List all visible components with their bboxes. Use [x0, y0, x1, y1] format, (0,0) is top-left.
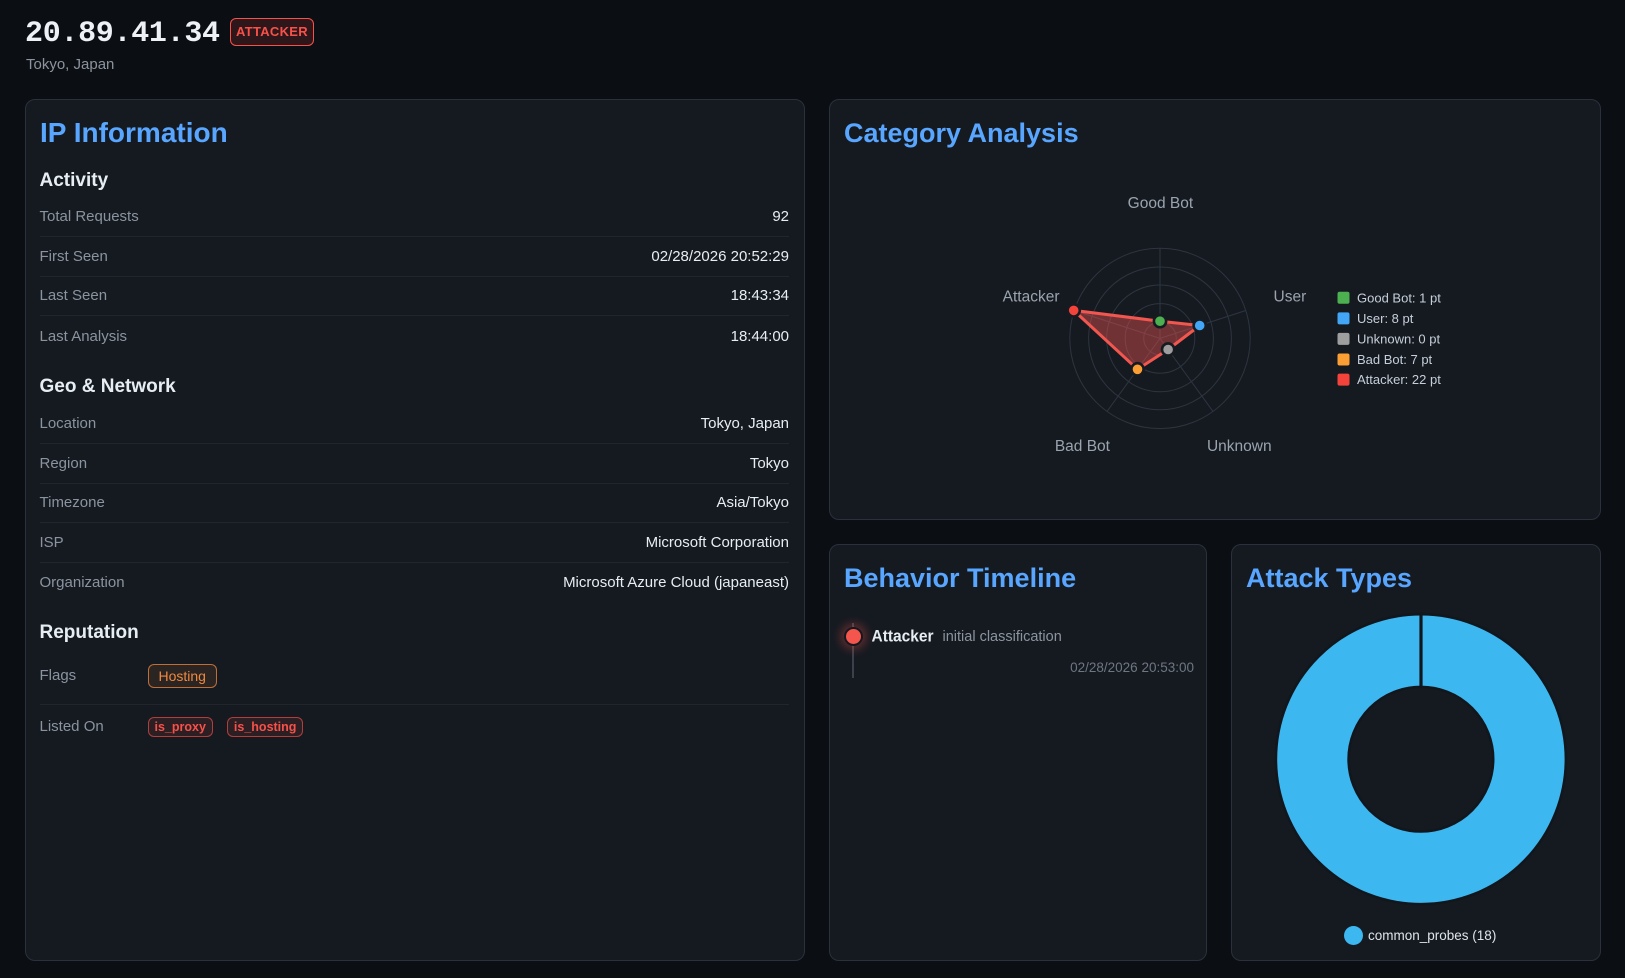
- svg-text:Good Bot: 1 pt: Good Bot: 1 pt: [1357, 290, 1441, 305]
- svg-text:Unknown: Unknown: [1207, 438, 1272, 455]
- svg-text:Bad Bot: Bad Bot: [1055, 438, 1111, 455]
- svg-text:Attacker: 22 pt: Attacker: 22 pt: [1357, 372, 1441, 387]
- svg-text:Good Bot: Good Bot: [1128, 195, 1194, 212]
- svg-text:Bad Bot: 7 pt: Bad Bot: 7 pt: [1357, 352, 1433, 367]
- svg-text:Unknown: 0 pt: Unknown: 0 pt: [1357, 331, 1440, 346]
- svg-text:User: User: [1274, 288, 1307, 305]
- svg-text:Attacker: Attacker: [1003, 288, 1060, 305]
- svg-text:User: 8 pt: User: 8 pt: [1357, 311, 1414, 326]
